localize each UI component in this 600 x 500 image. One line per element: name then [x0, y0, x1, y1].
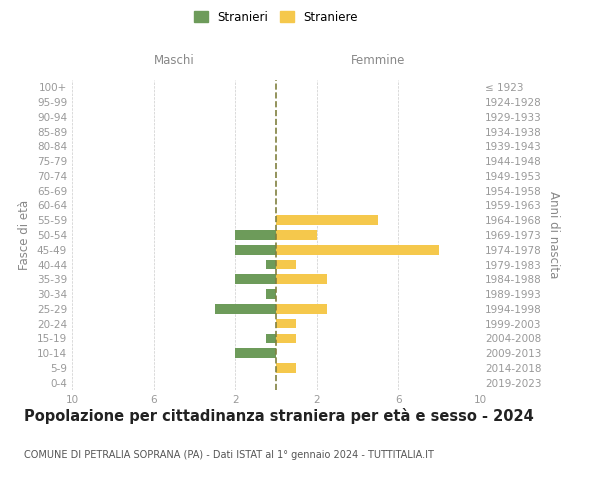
Bar	[276, 216, 378, 225]
Bar	[235, 245, 276, 254]
Bar	[266, 334, 276, 343]
Bar	[215, 304, 276, 314]
Bar	[266, 289, 276, 299]
Bar	[276, 230, 317, 240]
Text: Femmine: Femmine	[351, 54, 405, 68]
Bar	[276, 245, 439, 254]
Bar	[276, 334, 296, 343]
Bar	[276, 363, 296, 372]
Text: Popolazione per cittadinanza straniera per età e sesso - 2024: Popolazione per cittadinanza straniera p…	[24, 408, 534, 424]
Text: Maschi: Maschi	[154, 54, 194, 68]
Y-axis label: Fasce di età: Fasce di età	[19, 200, 31, 270]
Bar	[235, 230, 276, 240]
Bar	[266, 260, 276, 270]
Text: COMUNE DI PETRALIA SOPRANA (PA) - Dati ISTAT al 1° gennaio 2024 - TUTTITALIA.IT: COMUNE DI PETRALIA SOPRANA (PA) - Dati I…	[24, 450, 434, 460]
Legend: Stranieri, Straniere: Stranieri, Straniere	[189, 6, 363, 28]
Bar	[276, 260, 296, 270]
Bar	[235, 274, 276, 284]
Bar	[276, 274, 327, 284]
Bar	[276, 319, 296, 328]
Bar	[276, 304, 327, 314]
Y-axis label: Anni di nascita: Anni di nascita	[547, 192, 560, 278]
Bar	[235, 348, 276, 358]
